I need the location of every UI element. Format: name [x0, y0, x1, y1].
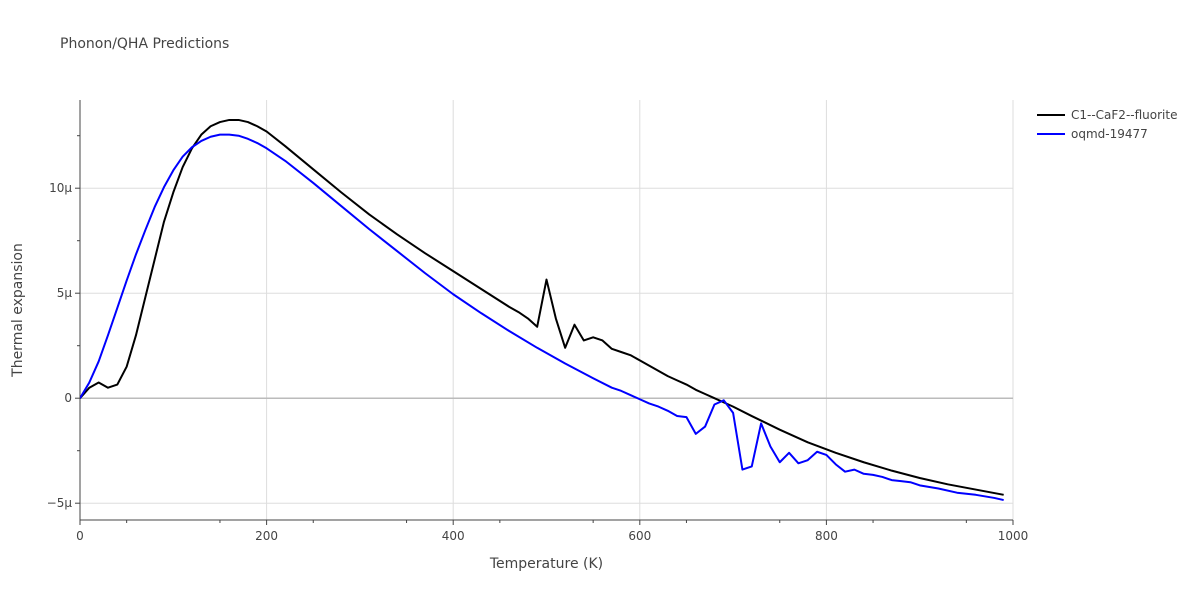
y-axis-title: Thermal expansion — [10, 243, 26, 378]
chart-title: Phonon/QHA Predictions — [60, 36, 230, 52]
x-axis-title: Temperature (K) — [489, 556, 603, 572]
series-line-c1-caf2-fluorite — [80, 118, 1004, 496]
x-tick-label: 1000 — [998, 529, 1029, 543]
x-tick-label: 200 — [255, 529, 278, 543]
series-line-oqmd-19477 — [80, 133, 1004, 502]
x-tick-label: 600 — [628, 529, 651, 543]
y-tick-label: 0 — [64, 391, 72, 405]
y-tick-label: 10μ — [49, 181, 72, 195]
y-tick-label: −5μ — [47, 496, 73, 510]
x-tick-label: 400 — [442, 529, 465, 543]
x-tick-label: 800 — [815, 529, 838, 543]
y-tick-label: 5μ — [57, 286, 73, 300]
legend-label[interactable]: C1--CaF2--fluorite — [1071, 108, 1177, 122]
x-tick-label: 0 — [76, 529, 84, 543]
legend-label[interactable]: oqmd-19477 — [1071, 127, 1148, 141]
